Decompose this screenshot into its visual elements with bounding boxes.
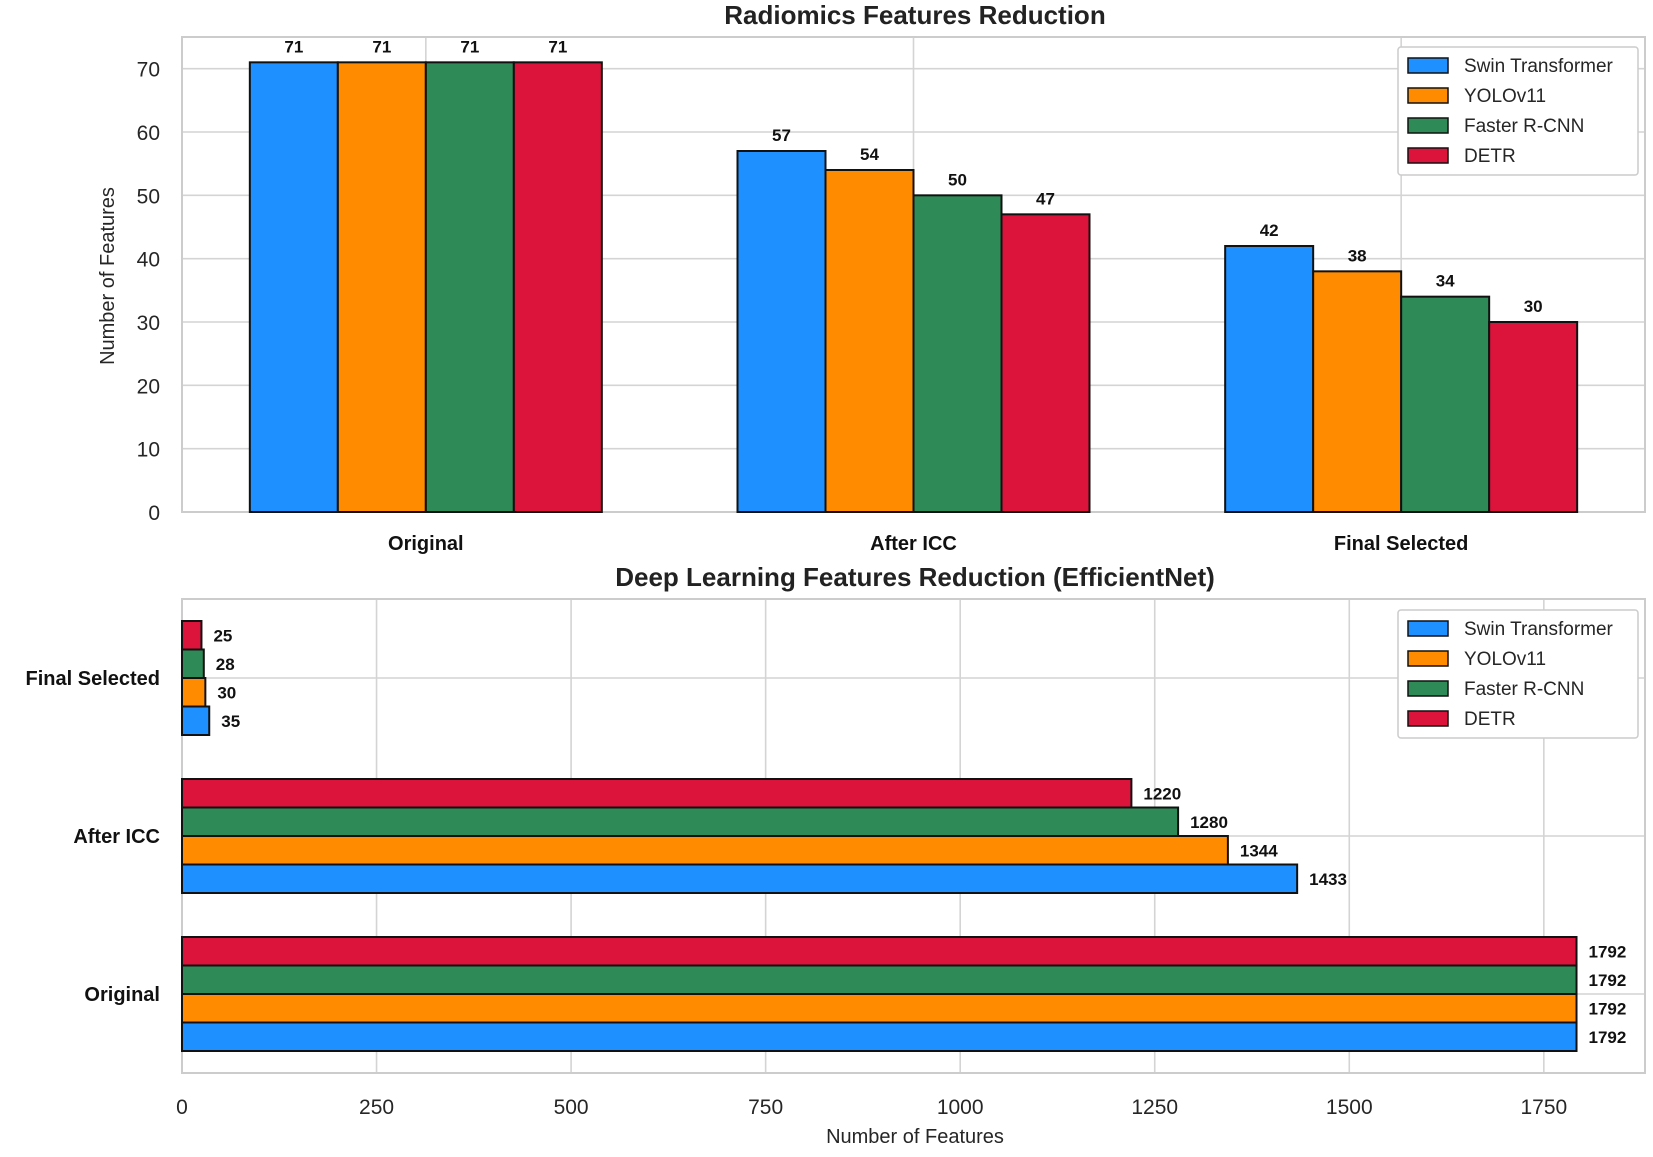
deep-learning-data-label: 1792 bbox=[1589, 971, 1627, 990]
deep-learning-bar bbox=[181, 705, 211, 736]
deep-learning-data-label: 25 bbox=[213, 626, 232, 645]
deep-learning-x-tick-label: 1000 bbox=[937, 1096, 984, 1119]
radiomics-data-label: 71 bbox=[284, 37, 303, 56]
radiomics-legend-label: DETR bbox=[1464, 146, 1516, 167]
radiomics-data-label: 71 bbox=[460, 37, 479, 56]
radiomics-legend-swatch bbox=[1407, 147, 1449, 164]
radiomics-bar bbox=[736, 150, 827, 513]
deep-learning-legend-label: YOLOv11 bbox=[1464, 649, 1546, 670]
radiomics-legend-swatch bbox=[1407, 57, 1449, 74]
radiomics-legend-swatch bbox=[1407, 87, 1449, 104]
radiomics-legend-label: Faster R-CNN bbox=[1464, 116, 1584, 137]
deep-learning-legend-label: Faster R-CNN bbox=[1464, 679, 1584, 700]
deep-learning-x-tick-label: 1500 bbox=[1326, 1096, 1373, 1119]
deep-learning-y-tick-label: After ICC bbox=[73, 826, 160, 848]
deep-learning-data-label: 1792 bbox=[1589, 1028, 1627, 1047]
deep-learning-data-label: 1792 bbox=[1589, 942, 1627, 961]
radiomics-data-label: 30 bbox=[1524, 297, 1543, 316]
deep-learning-legend-swatch bbox=[1407, 620, 1449, 637]
deep-learning-bar bbox=[181, 993, 1578, 1024]
radiomics-bar bbox=[424, 61, 515, 513]
radiomics-y-tick-label: 0 bbox=[148, 502, 160, 525]
radiomics-data-label: 47 bbox=[1036, 189, 1055, 208]
deep-learning-bar bbox=[181, 677, 207, 708]
deep-learning-data-label: 35 bbox=[221, 712, 240, 731]
deep-learning-x-tick-label: 500 bbox=[554, 1096, 589, 1119]
radiomics-x-tick-label: After ICC bbox=[870, 533, 957, 555]
radiomics-y-tick-label: 50 bbox=[137, 185, 160, 208]
radiomics-chart: Radiomics Features Reduction Number of F… bbox=[97, 0, 1646, 555]
deep-learning-bar bbox=[181, 1021, 1578, 1052]
deep-learning-legend-label: Swin Transformer bbox=[1464, 619, 1614, 640]
radiomics-x-tick-label: Original bbox=[388, 533, 464, 555]
radiomics-bar bbox=[336, 61, 427, 513]
deep-learning-x-tick-label: 1750 bbox=[1520, 1096, 1567, 1119]
deep-learning-data-label: 28 bbox=[216, 655, 235, 674]
radiomics-bar bbox=[1400, 295, 1491, 513]
radiomics-data-label: 54 bbox=[860, 145, 879, 164]
radiomics-bar bbox=[1312, 270, 1403, 514]
deep-learning-x-tick-label: 750 bbox=[748, 1096, 783, 1119]
deep-learning-legend-swatch bbox=[1407, 710, 1449, 727]
radiomics-data-label: 50 bbox=[948, 170, 967, 189]
radiomics-y-axis-label: Number of Features bbox=[97, 187, 119, 365]
deep-learning-data-label: 1220 bbox=[1143, 784, 1181, 803]
radiomics-y-tick-label: 10 bbox=[137, 439, 160, 462]
radiomics-legend-swatch bbox=[1407, 117, 1449, 134]
deep-learning-legend-swatch bbox=[1407, 680, 1449, 697]
radiomics-y-tick-label: 60 bbox=[137, 122, 160, 145]
radiomics-y-tick-label: 30 bbox=[137, 312, 160, 335]
deep-learning-bar bbox=[181, 835, 1229, 866]
radiomics-chart-title: Radiomics Features Reduction bbox=[724, 0, 1105, 30]
deep-learning-data-label: 1280 bbox=[1190, 813, 1228, 832]
deep-learning-x-tick-label: 250 bbox=[359, 1096, 394, 1119]
radiomics-bar bbox=[512, 61, 603, 513]
radiomics-data-label: 38 bbox=[1348, 246, 1367, 265]
radiomics-bar bbox=[912, 194, 1003, 513]
radiomics-legend-label: Swin Transformer bbox=[1464, 56, 1614, 77]
deep-learning-x-tick-label: 0 bbox=[176, 1096, 188, 1119]
radiomics-bar bbox=[248, 61, 339, 513]
deep-learning-chart-title: Deep Learning Features Reduction (Effici… bbox=[615, 562, 1215, 592]
deep-learning-bar bbox=[181, 778, 1133, 809]
radiomics-data-label: 71 bbox=[372, 37, 391, 56]
radiomics-data-label: 71 bbox=[548, 37, 567, 56]
deep-learning-legend-label: DETR bbox=[1464, 709, 1516, 730]
radiomics-y-tick-label: 70 bbox=[137, 59, 160, 82]
deep-learning-legend-swatch bbox=[1407, 650, 1449, 667]
deep-learning-data-label: 1344 bbox=[1240, 841, 1278, 860]
radiomics-data-label: 42 bbox=[1260, 221, 1279, 240]
deep-learning-chart: Deep Learning Features Reduction (Effici… bbox=[26, 562, 1646, 1148]
deep-learning-bar bbox=[181, 964, 1578, 995]
radiomics-legend-label: YOLOv11 bbox=[1464, 86, 1546, 107]
radiomics-legend-box bbox=[1397, 46, 1639, 176]
deep-learning-data-label: 1792 bbox=[1589, 999, 1627, 1018]
deep-learning-data-label: 1433 bbox=[1309, 870, 1347, 889]
radiomics-bar bbox=[1224, 245, 1315, 513]
deep-learning-bar bbox=[181, 620, 203, 651]
radiomics-bar bbox=[1000, 213, 1091, 513]
radiomics-bar bbox=[824, 169, 915, 513]
deep-learning-bar bbox=[181, 863, 1299, 894]
deep-learning-x-tick-label: 1250 bbox=[1131, 1096, 1178, 1119]
deep-learning-bar bbox=[181, 936, 1578, 967]
deep-learning-legend-box bbox=[1397, 609, 1639, 739]
radiomics-bar bbox=[1488, 321, 1579, 513]
deep-learning-y-tick-label: Final Selected bbox=[26, 668, 161, 690]
radiomics-data-label: 34 bbox=[1436, 272, 1455, 291]
deep-learning-y-tick-label: Original bbox=[84, 984, 160, 1006]
radiomics-y-tick-label: 20 bbox=[137, 375, 160, 398]
deep-learning-bar bbox=[181, 648, 205, 679]
deep-learning-data-label: 30 bbox=[217, 683, 236, 702]
radiomics-y-tick-label: 40 bbox=[137, 249, 160, 272]
deep-learning-x-axis-label: Number of Features bbox=[826, 1126, 1004, 1148]
radiomics-x-tick-label: Final Selected bbox=[1334, 533, 1469, 555]
radiomics-data-label: 57 bbox=[772, 126, 791, 145]
deep-learning-bar bbox=[181, 806, 1180, 837]
